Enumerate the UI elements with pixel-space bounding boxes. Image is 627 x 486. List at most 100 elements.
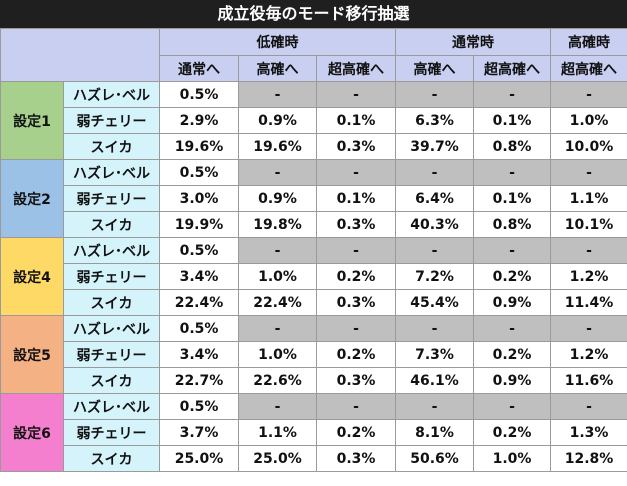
- role-label: 弱チェリー: [63, 419, 160, 446]
- value-cell: 50.6%: [395, 445, 475, 472]
- value-cell: -: [395, 237, 475, 264]
- value-cell: -: [315, 81, 397, 108]
- value-cell: 0.8%: [473, 133, 552, 160]
- role-label: ハズレ･ベル: [63, 81, 160, 108]
- value-cell: 19.9%: [159, 211, 239, 238]
- value-cell: -: [550, 393, 627, 420]
- role-label: 弱チェリー: [63, 263, 160, 290]
- value-cell: 1.3%: [550, 419, 627, 446]
- value-cell: 2.9%: [159, 107, 239, 134]
- role-label: スイカ: [63, 367, 160, 394]
- role-label: スイカ: [63, 289, 160, 316]
- value-cell: 19.6%: [159, 133, 239, 160]
- table-title: 成立役毎のモード移行抽選: [0, 0, 627, 28]
- value-cell: -: [473, 393, 552, 420]
- value-cell: 0.8%: [473, 211, 552, 238]
- group-header-high: 高確時: [550, 28, 627, 56]
- value-cell: 0.5%: [159, 237, 239, 264]
- value-cell: 22.4%: [238, 289, 317, 316]
- role-label: スイカ: [63, 211, 160, 238]
- table-row: 弱チェリー 3.4% 1.0% 0.2% 7.3% 0.2% 1.2%: [1, 341, 627, 368]
- value-cell: -: [550, 159, 627, 186]
- value-cell: -: [395, 315, 475, 342]
- value-cell: 22.7%: [159, 367, 239, 394]
- value-cell: 39.7%: [395, 133, 475, 160]
- value-cell: 0.5%: [159, 159, 239, 186]
- value-cell: 1.0%: [238, 263, 317, 290]
- value-cell: 3.4%: [159, 341, 239, 368]
- role-label: 弱チェリー: [63, 107, 160, 134]
- value-cell: 0.5%: [159, 393, 239, 420]
- value-cell: 0.1%: [473, 185, 552, 212]
- table-row: 設定4 ハズレ･ベル 0.5% - - - - -: [0, 237, 627, 316]
- value-cell: -: [315, 159, 397, 186]
- value-cell: -: [550, 81, 627, 108]
- value-cell: -: [473, 237, 552, 264]
- value-cell: 0.2%: [315, 419, 397, 446]
- mode-transition-table: 低確時 通常時 高確時 通常へ 高確へ 超高確へ 高確へ 超高確へ 超高確へ 設…: [0, 28, 627, 472]
- value-cell: 22.6%: [238, 367, 317, 394]
- value-cell: 11.6%: [550, 367, 627, 394]
- sub-header-row: 通常へ 高確へ 超高確へ 高確へ 超高確へ 超高確へ: [1, 55, 627, 82]
- value-cell: -: [473, 315, 552, 342]
- value-cell: -: [395, 81, 475, 108]
- value-cell: -: [473, 159, 552, 186]
- value-cell: 0.1%: [315, 107, 397, 134]
- value-cell: 10.1%: [550, 211, 627, 238]
- role-label: ハズレ･ベル: [63, 237, 160, 264]
- value-cell: 0.3%: [315, 211, 397, 238]
- table-body: 低確時 通常時 高確時 通常へ 高確へ 超高確へ 高確へ 超高確へ 超高確へ 設…: [0, 28, 627, 472]
- value-cell: 0.3%: [315, 133, 397, 160]
- table-row: 設定5 ハズレ･ベル 0.5% - - - - -: [0, 315, 627, 394]
- value-cell: 7.2%: [395, 263, 475, 290]
- value-cell: 6.3%: [395, 107, 475, 134]
- value-cell: 11.4%: [550, 289, 627, 316]
- value-cell: 7.3%: [395, 341, 475, 368]
- table-row: 弱チェリー 2.9% 0.9% 0.1% 6.3% 0.1% 1.0%: [1, 107, 627, 134]
- value-cell: 0.1%: [473, 107, 552, 134]
- setting-label: 設定2: [0, 159, 64, 238]
- table-row: 弱チェリー 3.4% 1.0% 0.2% 7.2% 0.2% 1.2%: [1, 263, 627, 290]
- value-cell: 6.4%: [395, 185, 475, 212]
- sub-header: 高確へ: [238, 55, 317, 82]
- value-cell: 0.3%: [315, 445, 397, 472]
- value-cell: 1.1%: [238, 419, 317, 446]
- role-label: 弱チェリー: [63, 185, 160, 212]
- value-cell: 0.3%: [315, 367, 397, 394]
- value-cell: 0.2%: [315, 341, 397, 368]
- value-cell: 0.9%: [238, 185, 317, 212]
- value-cell: 1.0%: [238, 341, 317, 368]
- value-cell: -: [238, 237, 317, 264]
- role-label: ハズレ･ベル: [63, 159, 160, 186]
- role-label: ハズレ･ベル: [63, 393, 160, 420]
- value-cell: -: [395, 393, 475, 420]
- value-cell: 8.1%: [395, 419, 475, 446]
- value-cell: 0.2%: [315, 263, 397, 290]
- table-row: スイカ 22.7% 22.6% 0.3% 46.1% 0.9% 11.6%: [1, 367, 627, 394]
- table-row: スイカ 22.4% 22.4% 0.3% 45.4% 0.9% 11.4%: [1, 289, 627, 316]
- sub-header: 超高確へ: [550, 55, 627, 82]
- table-row: スイカ 25.0% 25.0% 0.3% 50.6% 1.0% 12.8%: [1, 445, 627, 472]
- role-label: スイカ: [63, 133, 160, 160]
- value-cell: 19.6%: [238, 133, 317, 160]
- sub-header: 高確へ: [395, 55, 475, 82]
- table-row: 弱チェリー 3.7% 1.1% 0.2% 8.1% 0.2% 1.3%: [1, 419, 627, 446]
- value-cell: 0.1%: [315, 185, 397, 212]
- value-cell: 0.2%: [473, 341, 552, 368]
- value-cell: 19.8%: [238, 211, 317, 238]
- value-cell: -: [238, 393, 317, 420]
- sub-header: 通常へ: [159, 55, 239, 82]
- value-cell: 1.0%: [550, 107, 627, 134]
- group-header-normal: 通常時: [395, 28, 552, 56]
- value-cell: 10.0%: [550, 133, 627, 160]
- table-row: 弱チェリー 3.0% 0.9% 0.1% 6.4% 0.1% 1.1%: [1, 185, 627, 212]
- role-label: 弱チェリー: [63, 341, 160, 368]
- value-cell: -: [238, 159, 317, 186]
- value-cell: 0.9%: [238, 107, 317, 134]
- value-cell: 0.2%: [473, 263, 552, 290]
- sub-header: 超高確へ: [315, 55, 397, 82]
- value-cell: -: [238, 315, 317, 342]
- value-cell: 0.2%: [473, 419, 552, 446]
- role-label: ハズレ･ベル: [63, 315, 160, 342]
- role-label: スイカ: [63, 445, 160, 472]
